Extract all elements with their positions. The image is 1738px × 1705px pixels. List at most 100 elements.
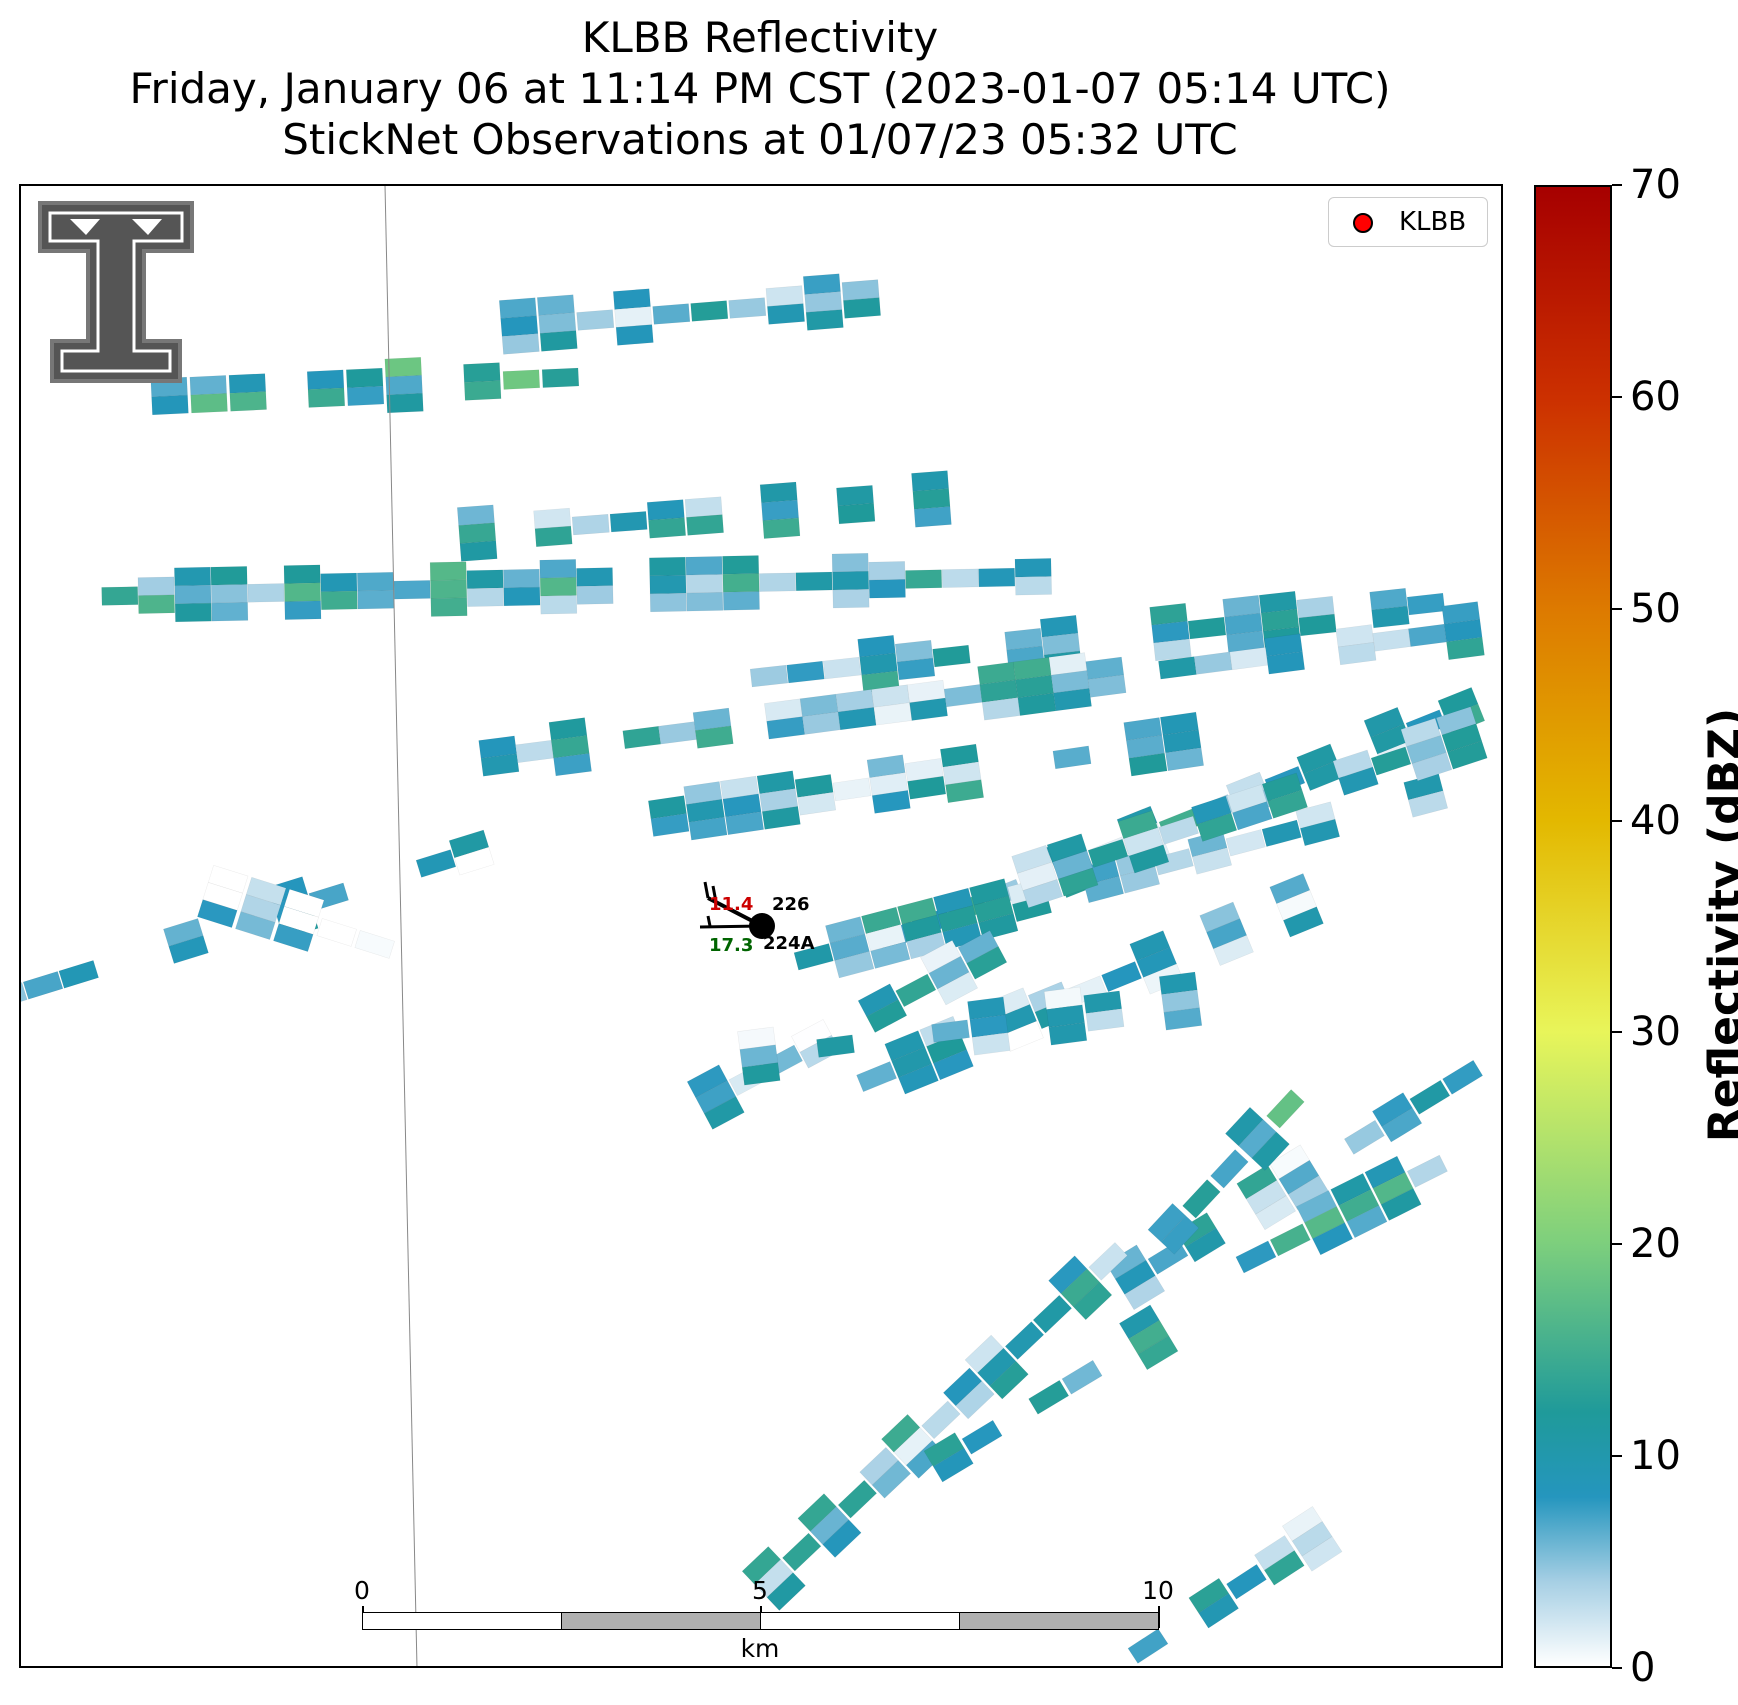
reflectivity-gate (1060, 1268, 1100, 1308)
reflectivity-gate (1014, 558, 1052, 578)
scale-label-5: 5 (752, 1576, 768, 1605)
reflectivity-gate (284, 582, 321, 602)
reflectivity-gate (932, 1447, 974, 1483)
reflectivity-gate (805, 309, 844, 331)
reflectivity-gate (913, 506, 952, 528)
reflectivity-gate (722, 555, 760, 575)
reflectivity-gate (174, 584, 212, 605)
reflectivity-gate (1137, 1335, 1179, 1371)
station-id-224A: 224A (763, 933, 815, 954)
reflectivity-gate (1251, 1131, 1290, 1171)
scale-label-10: 10 (1142, 1576, 1174, 1605)
reflectivity-gate (306, 369, 345, 390)
colorbar-tick-label: 70 (1630, 162, 1681, 208)
reflectivity-gate (822, 656, 862, 680)
reflectivity-gate (539, 559, 577, 579)
reflectivity-gate (898, 1063, 939, 1095)
reflectivity-gate (896, 657, 936, 681)
texas-tech-logo (38, 201, 194, 383)
reflectivity-gate (612, 288, 651, 310)
reflectivity-gate (1196, 812, 1238, 842)
reflectivity-gate (868, 561, 906, 581)
reflectivity-gate (1061, 1359, 1103, 1395)
reflectivity-gate (346, 385, 385, 406)
reflectivity-gate (190, 393, 228, 414)
reflectivity-gate (1087, 838, 1129, 868)
reflectivity-gate (320, 590, 358, 611)
reflectivity-gate (210, 566, 248, 586)
reflectivity-gate (197, 899, 238, 928)
reflectivity-gate (870, 941, 911, 969)
reflectivity-gate (1232, 801, 1273, 831)
reflectivity-gate (576, 585, 614, 605)
reflectivity-gate (759, 481, 798, 503)
reflectivity-gate (866, 999, 908, 1033)
reflectivity-gate (1158, 815, 1199, 845)
reflectivity-gate (971, 1032, 1011, 1056)
radar-map[interactable]: 11.4 226 17.3 224A (20, 185, 1503, 1668)
reflectivity-gate (893, 1427, 933, 1466)
reflectivity-gate (1411, 752, 1453, 782)
reflectivity-gate (458, 522, 497, 544)
reflectivity-gate (684, 496, 723, 518)
reflectivity-gate (841, 279, 880, 301)
colorbar-tick-label: 30 (1630, 1009, 1681, 1056)
reflectivity-gate (1409, 1079, 1451, 1115)
reflectivity-gate (1301, 1536, 1343, 1572)
colorbar-tick (1612, 395, 1622, 398)
reflectivity-gate (911, 470, 949, 492)
reflectivity-gate (316, 918, 357, 947)
reflectivity-gate (541, 367, 580, 388)
reflectivity-gate (1406, 592, 1446, 616)
reflectivity-gate (456, 504, 495, 526)
reflectivity-gate (1408, 623, 1447, 647)
colorbar-tick-label: 50 (1630, 585, 1681, 632)
reflectivity-gate (822, 1519, 862, 1558)
reflectivity-gate (941, 568, 979, 588)
reflectivity-gate (354, 930, 395, 959)
reflectivity-gate (539, 577, 577, 597)
distance-scale-bar (362, 1612, 1159, 1630)
colorbar-tick-label: 0 (1630, 1645, 1656, 1691)
reflectivity-gate (1048, 1022, 1088, 1046)
reflectivity-gate (650, 813, 690, 837)
reflectivity-gate (1263, 1550, 1305, 1586)
colorbar-tick-label: 20 (1630, 1221, 1681, 1268)
reflectivity-colorbar (1534, 185, 1612, 1668)
colorbar-title: Reflectivity (dBZ) (1699, 707, 1738, 1143)
reflectivity-gate (1299, 818, 1341, 847)
reflectivity-gate (284, 600, 322, 620)
reflectivity-gate (1057, 867, 1099, 897)
reflectivity-gate (1087, 674, 1127, 698)
reflectivity-gate (536, 294, 575, 316)
reflectivity-gate (1187, 616, 1227, 640)
scale-label-0: 0 (354, 1576, 370, 1605)
reflectivity-gate (1255, 1195, 1296, 1231)
reflectivity-gate (766, 716, 805, 740)
reflectivity-gate (1004, 1321, 1045, 1360)
reflectivity-gate (1380, 1188, 1422, 1221)
reflectivity-gate (151, 394, 189, 416)
reflectivity-gate (832, 588, 870, 609)
reflectivity-gate (357, 589, 395, 610)
reflectivity-gate (1160, 1215, 1200, 1255)
title-line-1: KLBB Reflectivity (581, 13, 939, 62)
reflectivity-gate (273, 923, 314, 952)
reflectivity-gate (989, 1360, 1029, 1400)
reflectivity-gate (502, 369, 541, 390)
reflectivity-gate (1206, 918, 1247, 950)
reflectivity-gate (933, 1049, 974, 1081)
reflectivity-gate (459, 540, 498, 562)
reflectivity-gate (515, 739, 554, 763)
reflectivity-gate (576, 309, 615, 331)
reflectivity-gate (832, 777, 872, 802)
reflectivity-gate (615, 324, 654, 346)
reflectivity-gate (797, 791, 837, 816)
reflectivity-gate (189, 375, 227, 396)
reflectivity-gate (168, 935, 209, 964)
reflectivity-gate (686, 514, 724, 536)
reflectivity-gate (503, 586, 541, 607)
station-marker (749, 913, 775, 939)
reflectivity-gate (649, 556, 686, 577)
colorbar-tick-label: 60 (1630, 373, 1681, 420)
